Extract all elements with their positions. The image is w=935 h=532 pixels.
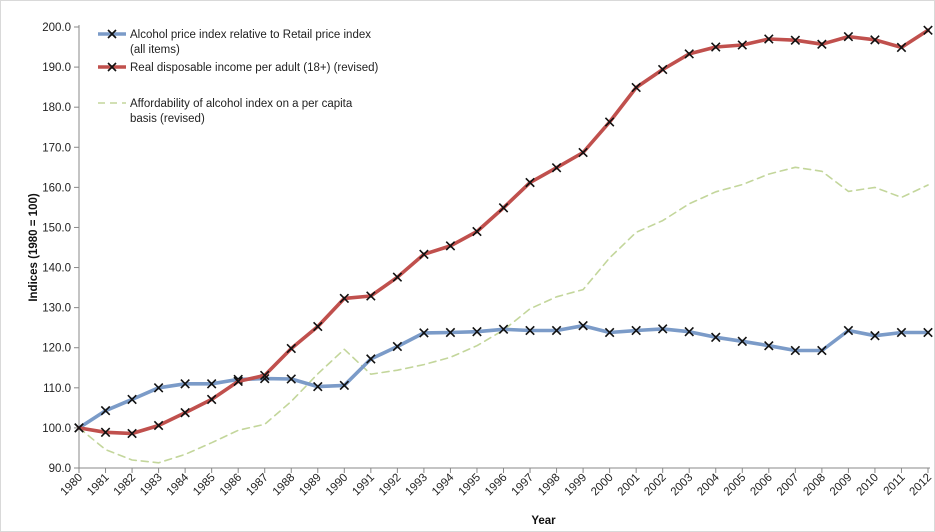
data-point: [657, 324, 668, 334]
data-point: [684, 49, 694, 59]
legend-marker: [107, 62, 117, 72]
series-0: [74, 320, 933, 433]
legend-label: Real disposable income per adult (18+) (…: [130, 62, 379, 74]
y-tick-label: 150.0: [42, 222, 71, 234]
data-point: [790, 35, 801, 45]
data-point: [127, 428, 137, 439]
y-tick-label: 180.0: [42, 102, 71, 114]
data-point: [472, 226, 482, 237]
data-point: [817, 39, 827, 50]
legend-label: Alcohol price index relative to Retail p…: [130, 29, 371, 41]
y-tick-label: 100.0: [42, 423, 71, 435]
data-point: [445, 327, 456, 338]
y-axis: 90.0 100.0 110.0 120.0 130.0 140.0 150.0 160.0 1…: [42, 22, 80, 475]
data-point: [366, 354, 376, 364]
y-axis-title: Indices (1980 = 100): [28, 193, 40, 302]
data-point: [339, 293, 350, 304]
legend-item-0: Alcohol price index relative to Retail p…: [98, 29, 371, 56]
data-point: [233, 376, 243, 387]
data-point: [392, 272, 403, 282]
data-point: [896, 42, 907, 53]
data-point: [737, 336, 748, 347]
data-point: [206, 394, 217, 405]
data-point: [445, 241, 456, 251]
data-point: [604, 117, 615, 127]
data-point: [870, 35, 880, 45]
data-point: [313, 381, 323, 392]
data-point: [180, 407, 190, 418]
data-point: [604, 327, 615, 338]
legend-label: basis (revised): [130, 113, 205, 125]
series-line: [78, 166, 929, 464]
y-tick-label: 160.0: [42, 182, 71, 194]
legend-label: (all items): [130, 44, 180, 56]
data-point: [286, 374, 297, 384]
data-point: [737, 40, 748, 50]
data-point: [631, 82, 641, 93]
data-point: [657, 64, 668, 75]
y-tick-label: 110.0: [43, 383, 71, 395]
data-point: [578, 320, 588, 331]
data-point: [286, 343, 297, 354]
y-tick-label: 140.0: [42, 263, 71, 275]
data-point: [313, 321, 323, 332]
data-point: [100, 405, 111, 416]
data-point: [764, 340, 774, 351]
y-tick-label: 120.0: [42, 343, 71, 355]
data-point: [870, 330, 880, 341]
data-point: [153, 420, 164, 431]
data-point: [259, 370, 270, 381]
data-point: [843, 31, 854, 42]
y-tick-label: 170.0: [42, 142, 71, 154]
data-point: [339, 380, 350, 391]
data-point: [684, 326, 694, 337]
data-point: [180, 379, 190, 389]
data-point: [392, 341, 403, 352]
data-point: [551, 162, 562, 173]
legend-item-2: Affordability of alcohol index on a per …: [98, 98, 353, 125]
data-point: [127, 394, 137, 405]
legend-item-1: Real disposable income per adult (18+) (…: [98, 62, 379, 74]
y-tick-label: 190.0: [42, 62, 71, 74]
data-point: [896, 327, 907, 338]
data-point: [923, 25, 933, 35]
data-point: [710, 42, 721, 52]
data-point: [419, 249, 429, 260]
data-point: [366, 291, 376, 301]
legend: Alcohol price index relative to Retail p…: [98, 29, 379, 125]
data-point: [551, 325, 562, 336]
data-point: [764, 34, 774, 44]
y-tick-label: 90.0: [49, 463, 71, 475]
data-point: [498, 324, 509, 335]
y-tick-label: 130.0: [42, 303, 71, 315]
data-point: [74, 423, 84, 433]
data-point: [817, 345, 827, 356]
data-point: [631, 325, 641, 336]
data-point: [472, 326, 482, 337]
data-point: [498, 203, 509, 213]
data-point: [525, 177, 535, 188]
data-point: [525, 325, 535, 336]
x-axis-title: Year: [531, 515, 556, 527]
data-point: [206, 379, 217, 389]
series-1: [74, 25, 933, 439]
data-point: [100, 427, 111, 438]
series-layer: [74, 25, 933, 464]
legend-label: Affordability of alcohol index on a per …: [130, 98, 353, 110]
data-point: [578, 147, 588, 158]
legend-marker: [107, 29, 117, 39]
series-2: [78, 166, 929, 464]
data-point: [419, 328, 429, 338]
y-tick-label: 200.0: [42, 22, 71, 34]
data-point: [843, 325, 854, 336]
data-point: [790, 345, 801, 356]
data-point: [153, 383, 164, 393]
data-point: [923, 327, 933, 338]
data-point: [710, 332, 721, 343]
